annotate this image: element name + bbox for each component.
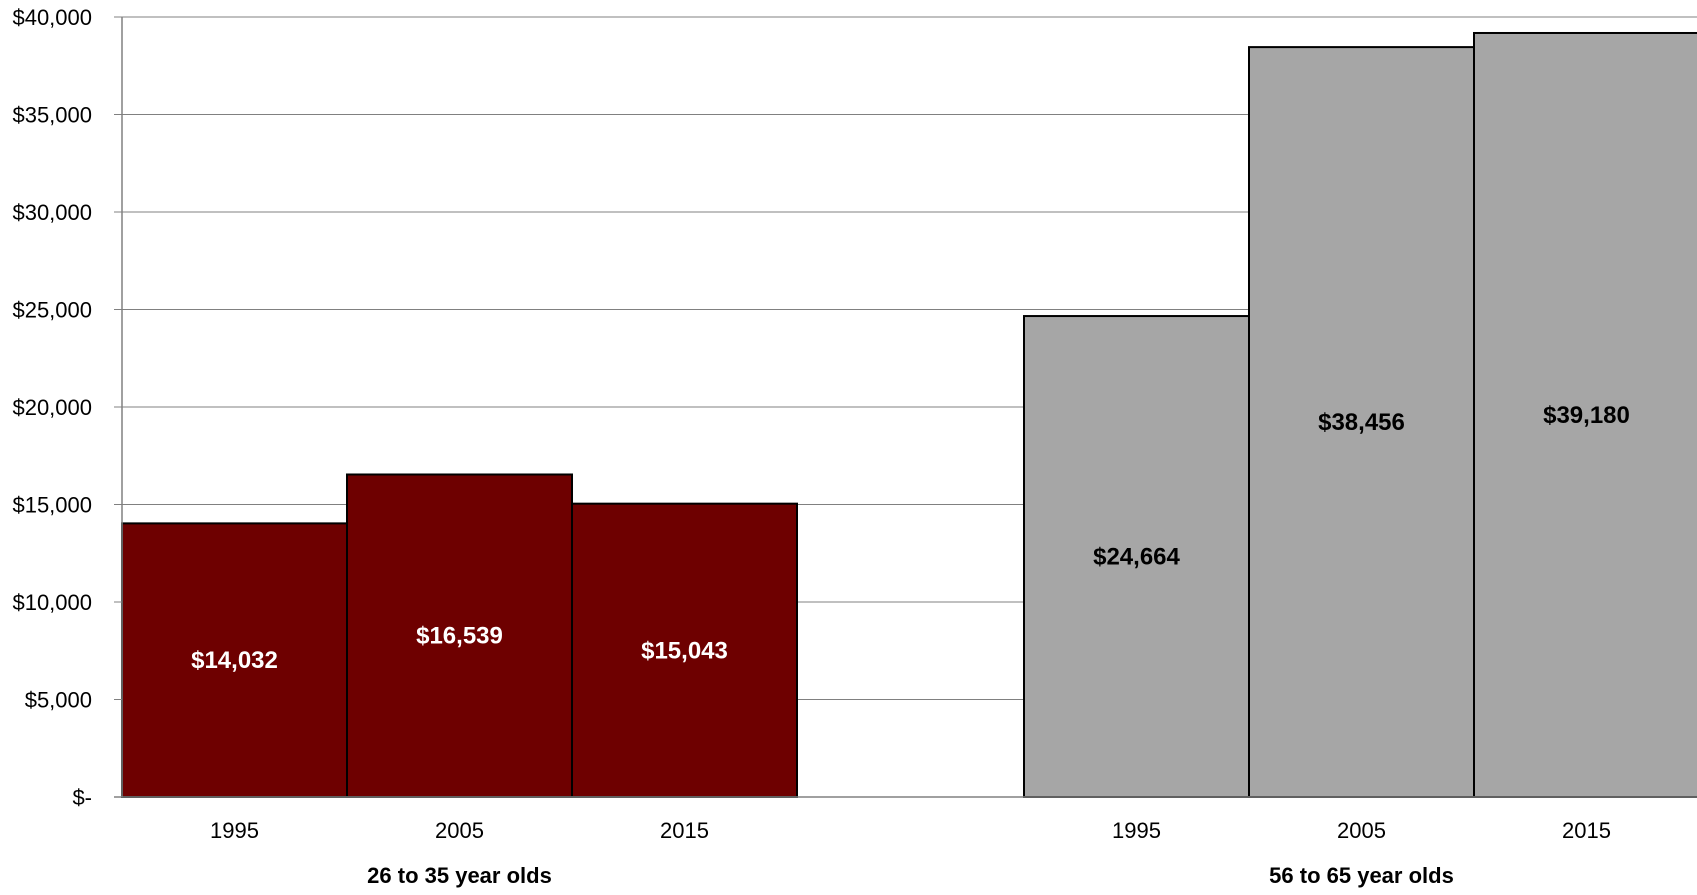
y-tick-label: $40,000: [12, 5, 92, 30]
bars: [121, 31, 1697, 799]
bar-data-label: $15,043: [641, 637, 728, 664]
bar-2005-group-1: [346, 473, 573, 798]
bar-2015-group-1: [571, 502, 798, 798]
bar-data-label: $38,456: [1318, 409, 1405, 436]
y-tick-label: $20,000: [12, 395, 92, 420]
bar-data-label: $16,539: [416, 623, 503, 650]
y-tick-label: $25,000: [12, 298, 92, 323]
y-tick-label: $-: [72, 785, 92, 810]
bar-2015-group-2: [1473, 31, 1697, 799]
x-tick-label: 2005: [435, 818, 484, 843]
bar-data-label: $24,664: [1093, 544, 1180, 571]
y-tick-label: $5,000: [25, 688, 92, 713]
y-tick-label: $30,000: [12, 200, 92, 225]
bar-data-label: $14,032: [191, 647, 278, 674]
labels: $- $5,000 $10,000 $15,000 $20,000 $25,000 $30,…: [12, 5, 1629, 888]
x-tick-label: 2005: [1337, 818, 1386, 843]
group-label: 26 to 35 year olds: [367, 863, 552, 888]
x-tick-label: 2015: [1562, 818, 1611, 843]
bar-data-label: $39,180: [1543, 402, 1630, 429]
y-tick-label: $15,000: [12, 493, 92, 518]
y-tick-label: $35,000: [12, 103, 92, 128]
axes: [114, 16, 1697, 798]
x-tick-label: 1995: [210, 818, 259, 843]
x-tick-label: 1995: [1112, 818, 1161, 843]
y-tick-label: $10,000: [12, 590, 92, 615]
x-tick-label: 2015: [660, 818, 709, 843]
group-label: 56 to 65 year olds: [1269, 863, 1454, 888]
